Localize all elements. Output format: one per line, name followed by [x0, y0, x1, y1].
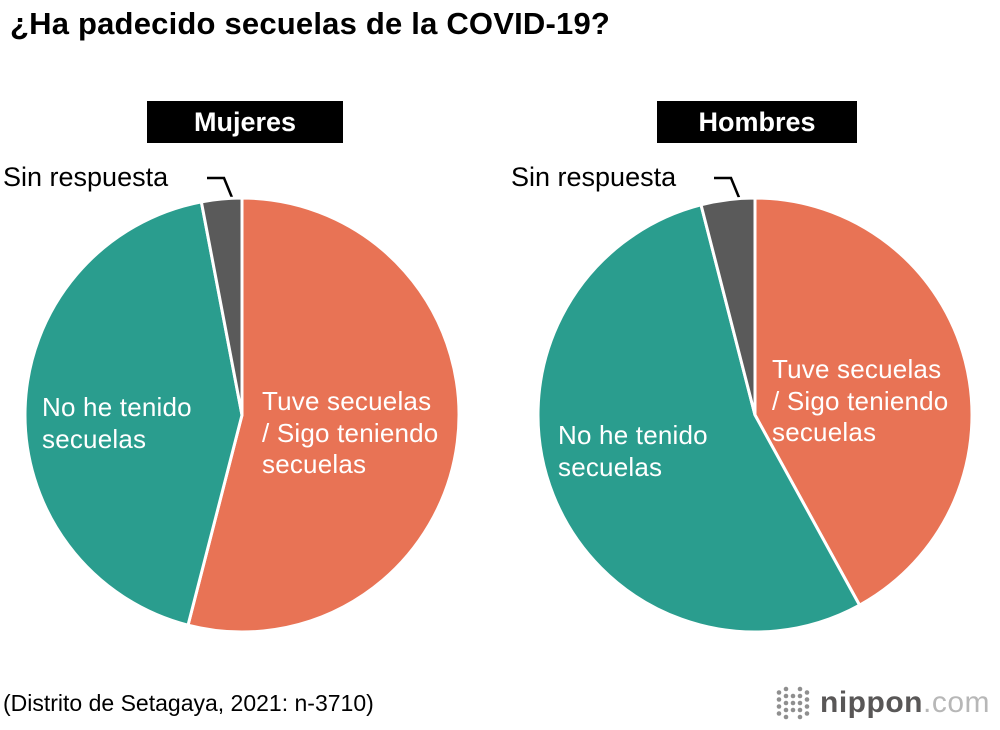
logo-dot: [783, 700, 789, 706]
nippon-logo-text: nippon.com: [820, 688, 990, 718]
slice-label-line: secuelas: [262, 449, 367, 480]
pie-chart-hombres: [536, 196, 974, 634]
logo-dot: [783, 714, 789, 720]
nippon-logo-tld: .com: [922, 686, 990, 719]
logo-dot: [790, 700, 796, 706]
slice-label-mujeres-tuve-secuelas: Tuve secuelas / Sigo teniendo secuelas: [262, 386, 482, 481]
logo-dot: [783, 693, 789, 699]
pie-slice: [199, 196, 244, 417]
slice-label-hombres-no-secuelas: No he tenido secuelas: [558, 420, 798, 483]
slice-label-line: Tuve secuelas: [262, 386, 432, 416]
chart-title-mujeres: Mujeres: [147, 101, 343, 143]
logo-dot: [790, 707, 796, 713]
logo-dot: [776, 697, 782, 702]
nippon-logo: nippon.com: [775, 684, 990, 722]
logo-dot: [790, 693, 796, 699]
logo-dot: [804, 711, 810, 716]
slice-label-line: secuelas: [772, 417, 877, 448]
slice-label-line: secuelas: [42, 423, 147, 454]
slice-label-hombres-tuve-secuelas: Tuve secuelas / Sigo teniendo secuelas: [772, 354, 992, 449]
logo-dot: [797, 700, 803, 706]
chart-title-hombres: Hombres: [657, 101, 857, 143]
nippon-logo-name: nippon: [820, 686, 923, 719]
logo-dot: [776, 690, 782, 695]
slice-label-line: No he tenido: [42, 392, 192, 422]
pie-slice: [23, 200, 244, 627]
pie-slice: [699, 196, 757, 417]
slice-label-line: Tuve secuelas: [772, 354, 942, 384]
pie-slice: [536, 203, 862, 634]
logo-dot: [783, 686, 789, 692]
callout-sin-respuesta-mujeres: Sin respuesta: [3, 162, 169, 192]
callout-sin-respuesta-hombres: Sin respuesta: [511, 162, 677, 192]
logo-dot: [804, 704, 810, 709]
nippon-logo-icon: [776, 686, 810, 720]
logo-dot: [804, 697, 810, 702]
logo-dot: [797, 693, 803, 699]
logo-dot: [776, 711, 782, 716]
pie-slice: [753, 196, 974, 607]
logo-dot: [783, 707, 789, 713]
logo-dot: [804, 690, 810, 695]
slice-label-mujeres-no-secuelas: No he tenido secuelas: [42, 392, 272, 455]
logo-dot: [797, 707, 803, 713]
pie-chart-mujeres: [23, 196, 461, 634]
page-title: ¿Ha padecido secuelas de la COVID-19?: [10, 6, 611, 41]
slice-label-line: No he tenido: [558, 420, 708, 450]
slice-label-line: secuelas: [558, 451, 663, 482]
logo-dot: [797, 714, 803, 720]
pie-slice: [186, 196, 461, 634]
slice-label-line: / Sigo teniendo: [262, 417, 439, 448]
logo-dot: [776, 704, 782, 709]
logo-dot: [797, 686, 803, 692]
source-note: (Distrito de Setagaya, 2021: n-3710): [3, 690, 374, 716]
slice-label-line: / Sigo teniendo: [772, 385, 949, 416]
